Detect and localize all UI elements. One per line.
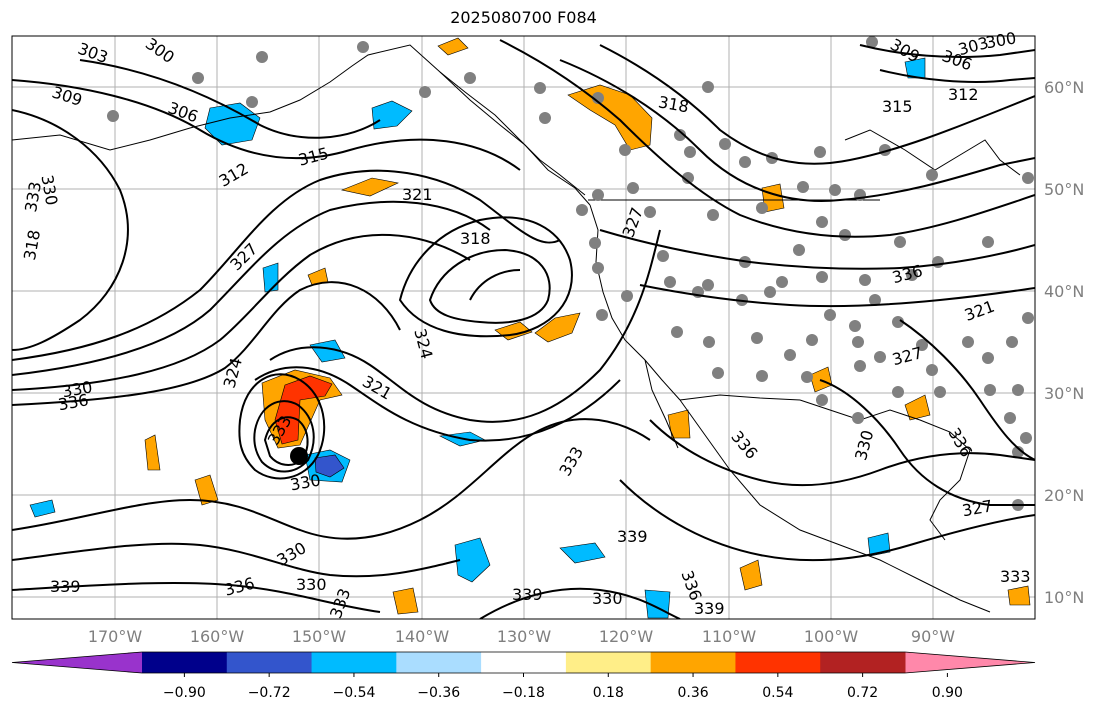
lat-label: 10°N [1044, 588, 1084, 607]
coastlines [12, 44, 1021, 613]
lon-label: 170°W [88, 627, 143, 646]
contour-label: 339 [694, 599, 725, 618]
lon-label: 100°W [804, 627, 859, 646]
strong-negative-patch [314, 454, 345, 478]
positive-patch [739, 559, 763, 591]
height-contours [12, 39, 1035, 619]
colorbar-segment [565, 652, 652, 673]
map-title: 2025080700 F084 [450, 8, 597, 27]
contour-label: 321 [402, 185, 433, 204]
colorbar-tick-label: 0.36 [677, 685, 708, 701]
positive-patch [904, 394, 931, 421]
negative-patch [29, 499, 56, 518]
negative-patch [454, 537, 491, 583]
lon-label: 130°W [497, 627, 552, 646]
lon-label: 140°W [395, 627, 450, 646]
colorbar: −0.90 −0.72 −0.54 −0.36 −0.18 0.18 0.36 0.54 0.7… [11, 651, 1036, 701]
shaded-field [29, 37, 1031, 619]
contour-label: 339 [50, 577, 81, 596]
hudson-bay [844, 129, 1021, 176]
alaska-coast [12, 44, 586, 196]
contour-label: 333 [1000, 567, 1031, 586]
lon-label: 90°W [911, 627, 955, 646]
positive-patch [1007, 585, 1031, 606]
positive-patch [667, 409, 691, 439]
colorbar-tick-label: 0.72 [847, 685, 878, 701]
longitude-labels: 170°W 160°W 150°W 140°W 130°W 120°W 110°… [88, 627, 955, 646]
negative-patch [559, 542, 606, 564]
latitude-labels: 60°N 50°N 40°N 30°N 20°N 10°N [1044, 78, 1084, 607]
colorbar-segment [311, 652, 397, 673]
lat-label: 50°N [1044, 180, 1084, 199]
negative-patch [309, 339, 346, 363]
strong-positive-patch [274, 375, 333, 445]
positive-patch [437, 37, 469, 56]
contour-label: 315 [882, 97, 913, 116]
colorbar-tick-label: −0.36 [417, 685, 460, 701]
contour-label: 312 [948, 85, 979, 104]
positive-patch [340, 177, 399, 197]
map-border [11, 35, 1036, 620]
storm-center-marker [290, 447, 308, 465]
colorbar-segment [226, 652, 313, 673]
lon-label: 120°W [599, 627, 654, 646]
colorbar-tick-label: −0.90 [163, 685, 206, 701]
us-mexico-border [679, 394, 801, 401]
positive-patch [567, 84, 653, 151]
colorbar-extension-left [12, 652, 142, 673]
lat-label: 60°N [1044, 78, 1084, 97]
negative-patch [867, 532, 891, 557]
lon-label: 160°W [190, 627, 245, 646]
colorbar-segment [820, 652, 906, 673]
negative-patch [204, 102, 261, 146]
lon-label: 110°W [702, 627, 757, 646]
contour-label: 339 [617, 527, 648, 546]
colorbar-extension-right [905, 652, 1035, 673]
bc-coast [439, 71, 591, 206]
contour-label: 330 [296, 575, 327, 594]
colorbar-tick-label: −0.54 [332, 685, 375, 701]
graticule [12, 36, 1035, 619]
colorbar-tick-label: 0.18 [593, 685, 624, 701]
mexico-coast [679, 399, 991, 613]
colorbar-segment [481, 652, 567, 673]
contour-label: 339 [512, 585, 543, 604]
baja-coast [644, 359, 679, 449]
positive-patch [144, 434, 161, 471]
positive-patch [534, 312, 581, 343]
contour-label: 330 [592, 589, 623, 608]
negative-patch [371, 100, 413, 130]
positive-patch [392, 587, 419, 615]
colorbar-outline [11, 651, 1036, 674]
positive-patch [194, 474, 219, 506]
lat-label: 40°N [1044, 282, 1084, 301]
contour-label: 318 [460, 229, 491, 248]
negative-patch [262, 262, 279, 293]
colorbar-tick-label: 0.54 [762, 685, 793, 701]
colorbar-tick-label: −0.18 [502, 685, 545, 701]
gulf-coast [799, 399, 971, 541]
colorbar-segment [735, 652, 821, 673]
colorbar-tick-label: −0.72 [248, 685, 291, 701]
lat-label: 20°N [1044, 486, 1084, 505]
colorbar-segment [396, 652, 482, 673]
colorbar-segment [650, 652, 736, 673]
colorbar-segment [142, 652, 228, 673]
lon-label: 150°W [292, 627, 347, 646]
colorbar-tick-label: 0.90 [932, 685, 963, 701]
lat-label: 30°N [1044, 384, 1084, 403]
